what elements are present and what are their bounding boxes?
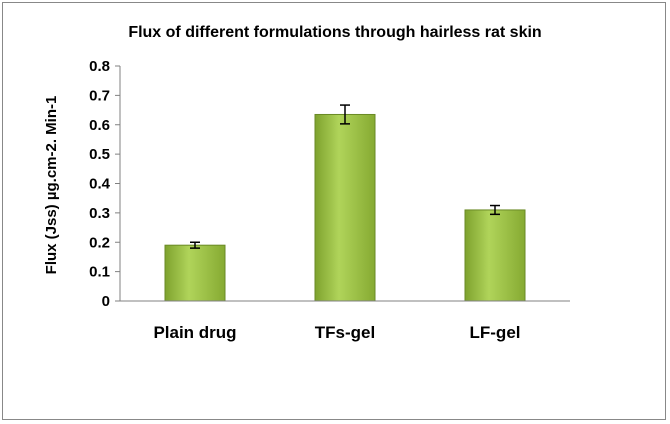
y-tick-label: 0.7 [89, 87, 110, 104]
y-axis-label: Flux (Jss) µg.cm-2. Min-1 [43, 96, 60, 275]
y-tick-label: 0.4 [89, 176, 111, 193]
x-category-label: TFs-gel [315, 323, 375, 342]
y-tick-label: 0.5 [89, 146, 110, 163]
bar-lf-gel [464, 209, 526, 302]
bar-plain-drug [164, 244, 226, 302]
x-category-label: LF-gel [470, 323, 521, 342]
chart-title: Flux of different formulations through h… [128, 24, 541, 41]
y-axis-ticks: 0 0.1 0.2 0.3 0.4 0.5 0.6 0.7 0.8 [89, 58, 120, 310]
error-bar [190, 241, 200, 249]
y-tick-label: 0.3 [89, 205, 110, 222]
y-tick-label: 0.1 [89, 264, 110, 281]
error-bar [340, 104, 350, 125]
bars [164, 104, 526, 302]
x-category-label: Plain drug [153, 323, 236, 342]
x-axis-labels: Plain drug TFs-gel LF-gel [153, 323, 520, 342]
y-tick-label: 0.6 [89, 117, 110, 134]
error-bar [490, 204, 500, 216]
y-tick-label: 0.2 [89, 234, 110, 251]
y-tick-label: 0.8 [89, 58, 110, 75]
bar-tfs-gel [314, 113, 376, 302]
y-tick-label: 0 [102, 293, 110, 310]
